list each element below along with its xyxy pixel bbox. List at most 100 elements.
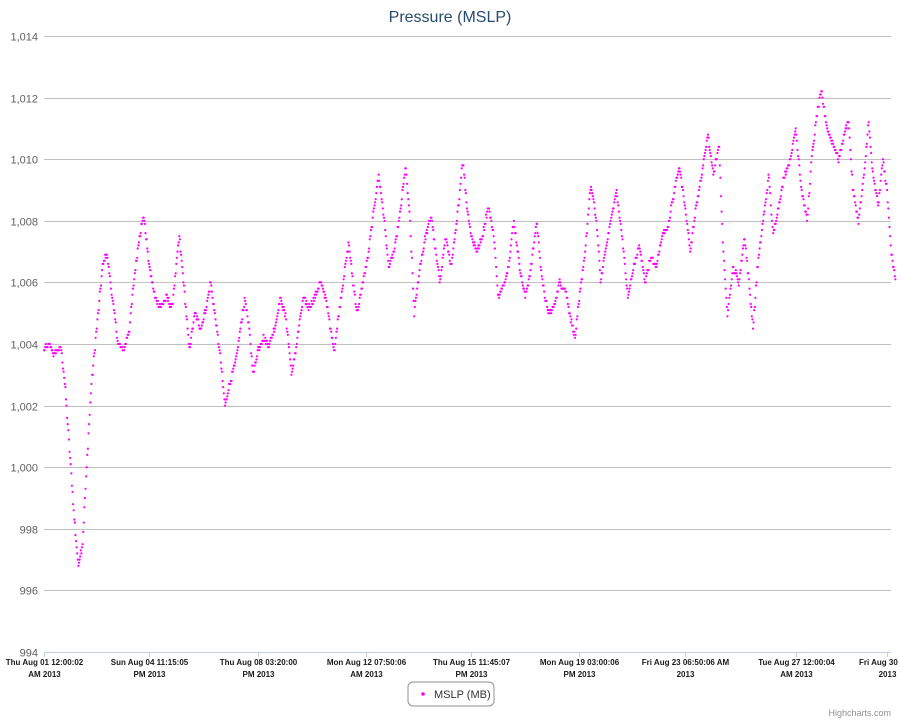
data-point <box>406 182 409 185</box>
data-point <box>550 309 554 312</box>
data-point <box>321 284 324 287</box>
data-point <box>617 210 621 213</box>
y-tick-label: 996 <box>20 586 38 598</box>
x-tick-label: Thu Aug 01 12:00:02 AM 2013 <box>6 658 84 679</box>
data-point <box>619 219 622 222</box>
data-point <box>794 127 797 130</box>
y-tick-label: 1,002 <box>10 402 38 414</box>
data-point <box>136 247 139 250</box>
data-point <box>365 259 368 262</box>
data-point <box>266 342 269 346</box>
data-point <box>604 250 607 253</box>
data-point <box>297 330 300 333</box>
data-point <box>620 235 624 238</box>
data-point <box>60 352 63 355</box>
data-point <box>683 204 686 207</box>
data-point <box>242 309 245 312</box>
data-point <box>50 346 53 349</box>
data-point <box>244 302 247 306</box>
data-point <box>881 158 885 161</box>
data-point <box>57 349 60 352</box>
data-point <box>877 201 880 204</box>
data-point <box>613 201 616 204</box>
data-point <box>484 213 488 216</box>
data-point <box>492 235 495 238</box>
data-point <box>183 290 186 293</box>
data-point <box>384 235 387 238</box>
credits-link[interactable]: Highcharts.com <box>828 708 891 718</box>
data-point <box>518 269 521 272</box>
data-point <box>201 321 205 324</box>
data-point <box>724 278 727 281</box>
data-point <box>558 278 561 281</box>
data-point <box>194 312 197 315</box>
data-point <box>167 296 170 299</box>
legend[interactable]: MSLP (MB) <box>407 681 495 707</box>
data-point <box>757 253 761 256</box>
data-point <box>186 327 189 330</box>
data-point <box>480 238 483 241</box>
data-point <box>368 247 371 250</box>
data-point <box>658 250 661 253</box>
data-point <box>383 219 386 222</box>
data-point <box>388 262 391 265</box>
data-point <box>249 342 252 346</box>
data-point <box>304 296 307 299</box>
data-point <box>674 179 678 182</box>
data-point <box>382 216 386 219</box>
data-point <box>169 305 173 309</box>
data-point <box>473 241 476 244</box>
data-point <box>359 293 362 296</box>
data-point <box>765 192 768 195</box>
data-point <box>611 210 614 213</box>
data-point <box>438 281 441 284</box>
data-point <box>182 284 186 287</box>
legend-box[interactable] <box>407 681 495 707</box>
data-point <box>849 148 852 152</box>
data-point <box>581 269 584 272</box>
data-point <box>867 121 870 124</box>
data-point <box>273 330 276 333</box>
data-point <box>761 222 764 225</box>
data-point <box>404 167 407 170</box>
data-point <box>715 158 718 161</box>
data-point <box>737 281 740 284</box>
data-point <box>813 133 816 136</box>
data-point <box>345 256 348 259</box>
data-point <box>587 213 590 216</box>
data-point <box>723 269 726 272</box>
data-point <box>584 250 587 253</box>
data-point <box>278 302 281 306</box>
data-point <box>848 127 851 130</box>
data-point <box>858 213 861 216</box>
data-point <box>407 198 410 201</box>
data-point <box>887 207 890 210</box>
data-point <box>191 327 194 330</box>
data-point <box>323 290 326 293</box>
data-point <box>746 259 749 262</box>
data-point <box>688 244 691 247</box>
data-point <box>739 269 742 272</box>
data-point <box>445 238 448 241</box>
data-point <box>788 164 791 167</box>
data-point <box>332 346 335 349</box>
legend-item-mslp[interactable]: MSLP (MB) <box>434 689 491 701</box>
data-point <box>593 207 596 210</box>
data-point <box>813 139 816 142</box>
data-point <box>885 182 888 185</box>
data-point <box>705 145 708 148</box>
data-point <box>626 296 629 299</box>
data-point <box>537 235 540 238</box>
data-point <box>99 287 102 290</box>
data-point <box>591 195 594 198</box>
data-point <box>260 342 263 346</box>
data-point <box>305 299 308 302</box>
data-point <box>600 278 603 281</box>
data-point <box>178 238 181 241</box>
data-point <box>118 342 121 346</box>
data-point <box>116 339 119 342</box>
data-point <box>687 238 691 241</box>
data-point <box>781 185 784 188</box>
data-point <box>672 198 675 201</box>
